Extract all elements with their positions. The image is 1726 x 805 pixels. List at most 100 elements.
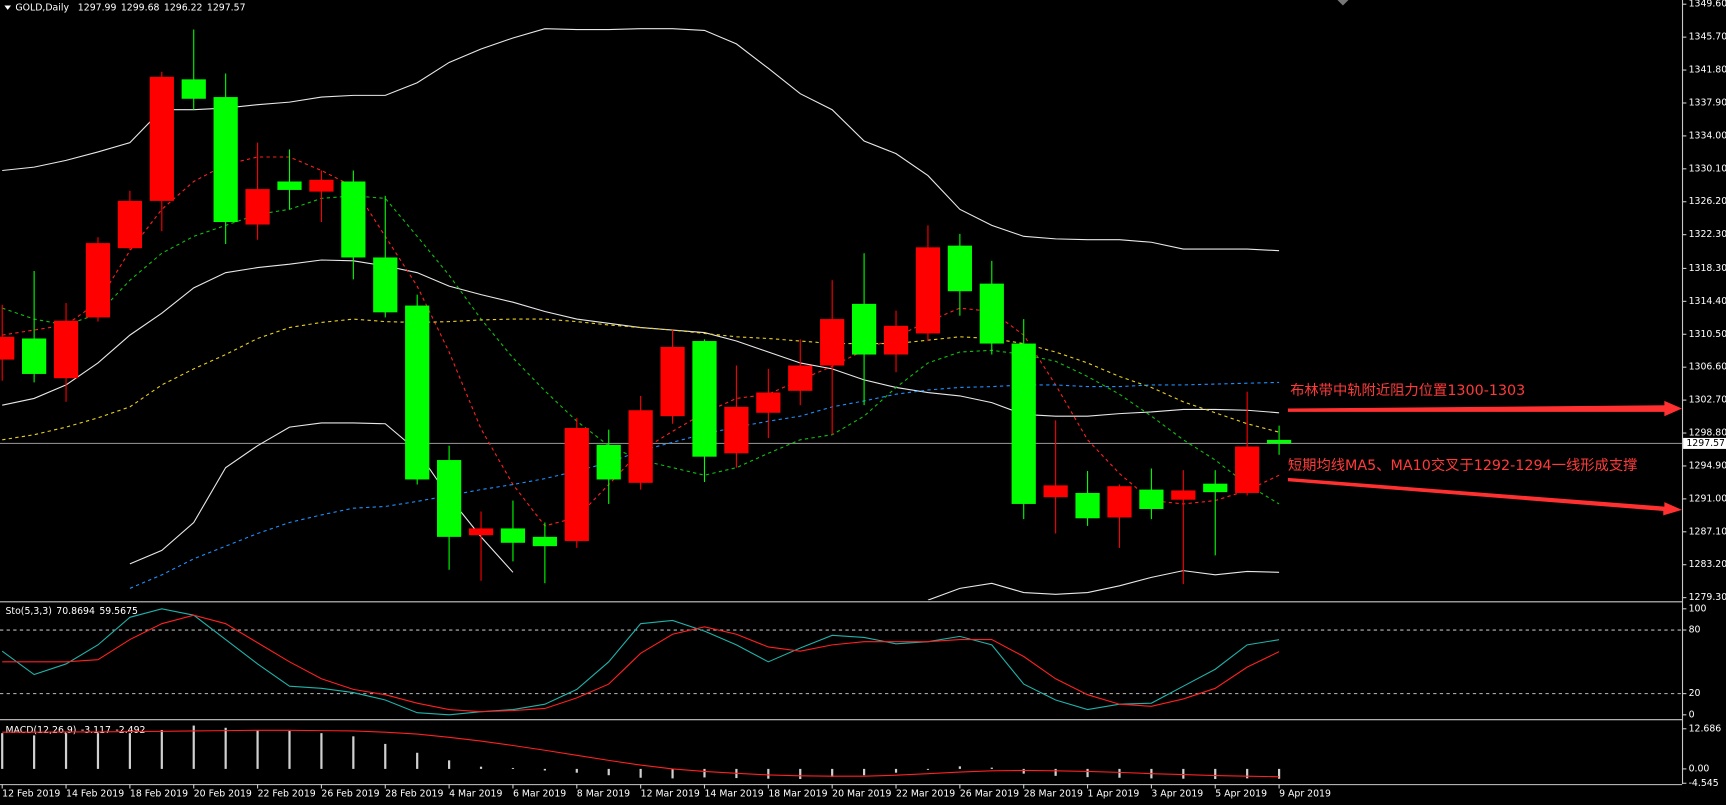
y-tick-label: 0 — [1689, 709, 1695, 720]
menu-arrow — [4, 5, 12, 10]
candle-body — [1171, 490, 1196, 500]
macd-bar — [575, 768, 578, 773]
macd-bar — [352, 736, 355, 769]
y-tick-label: 1322.30 — [1689, 229, 1726, 240]
candle-body — [692, 341, 717, 457]
macd-bar — [33, 735, 36, 769]
y-tick-label: 20 — [1689, 688, 1701, 699]
candle-body — [341, 181, 366, 258]
macd-bar — [767, 768, 770, 779]
macd-name: MACD(12,26,9) — [6, 725, 77, 736]
macd-bar — [958, 766, 961, 769]
header-low: 1296.22 — [164, 2, 203, 13]
scroll-marker — [1337, 0, 1349, 6]
macd-bar — [96, 733, 100, 769]
symbol: GOLD,Daily — [15, 2, 69, 13]
macd-signal: -2.492 — [115, 725, 145, 736]
candle-body — [405, 305, 430, 480]
macd-header: MACD(12,26,9) -3.117 -2.492 — [6, 725, 146, 736]
stoch-header: Sto(5,3,3) 70.8694 59.5675 — [6, 606, 139, 617]
current-price-label: 1297.57 — [1686, 438, 1725, 449]
y-tick-label: 1345.70 — [1689, 32, 1726, 43]
candle-body — [0, 336, 15, 360]
candle-body — [149, 76, 174, 201]
y-tick-label: 1306.60 — [1689, 362, 1726, 373]
x-tick-label: 26 Mar 2019 — [960, 788, 1019, 799]
indicator-line — [2, 729, 1280, 778]
stoch-signal: 59.5675 — [99, 606, 138, 617]
candle-body — [660, 346, 685, 417]
x-tick-label: 12 Feb 2019 — [2, 788, 60, 799]
x-tick-label: 22 Feb 2019 — [258, 788, 316, 799]
x-tick-label: 28 Feb 2019 — [385, 788, 443, 799]
candle-body — [788, 365, 813, 391]
candle-body — [468, 528, 494, 536]
candle-body — [22, 338, 47, 374]
x-tick-label: 20 Feb 2019 — [194, 788, 252, 799]
x-tick-label: 9 Apr 2019 — [1279, 788, 1331, 799]
macd-bar — [1118, 768, 1121, 778]
macd-bar — [448, 760, 451, 769]
candle-body — [947, 245, 972, 292]
x-tick-label: 26 Feb 2019 — [321, 788, 379, 799]
candle-body — [213, 97, 238, 223]
candle-body — [437, 460, 462, 537]
candle-body — [1235, 446, 1260, 493]
macd-bar — [1182, 768, 1185, 779]
candle-body — [915, 247, 941, 334]
x-tick-label: 22 Mar 2019 — [896, 788, 955, 799]
candle-body — [117, 200, 142, 249]
macd-bar — [607, 768, 610, 776]
candle-body — [53, 320, 79, 379]
x-tick-label: 18 Mar 2019 — [768, 788, 827, 799]
candle-body — [85, 243, 111, 318]
y-tick-label: 0.00 — [1689, 763, 1710, 774]
annotation: 短期均线MA5、MA10交叉于1292-1294一线形成支撑 — [1288, 456, 1638, 474]
candle-body — [883, 325, 909, 355]
candle-body — [979, 283, 1004, 344]
candle-body — [756, 392, 781, 413]
x-tick-label: 14 Mar 2019 — [704, 788, 763, 799]
indicator-line — [2, 195, 1280, 505]
y-tick-label: 1279.30 — [1689, 592, 1726, 603]
x-tick-label: 5 Apr 2019 — [1215, 788, 1267, 799]
y-tick-label: 1334.00 — [1689, 130, 1726, 141]
candle-body — [628, 410, 653, 483]
x-tick-label: 4 Mar 2019 — [449, 788, 502, 799]
x-tick-label: 12 Mar 2019 — [641, 788, 700, 799]
candle-body — [500, 528, 526, 543]
stoch-main: 70.8694 — [56, 606, 95, 617]
annotation: 布林带中轨附近阻力位置1300-1303 — [1290, 382, 1525, 399]
y-tick-label: 1298.80 — [1689, 428, 1726, 439]
x-tick-label: 1 Apr 2019 — [1088, 788, 1140, 799]
header-high: 1299.68 — [121, 2, 160, 13]
macd-bar — [384, 743, 387, 769]
macd-bar — [64, 733, 68, 769]
macd-bar — [1, 733, 4, 769]
candle-body — [596, 444, 621, 480]
y-tick-label: 1310.50 — [1689, 329, 1726, 340]
macd-bar — [320, 733, 323, 769]
indicator-line — [129, 381, 1280, 589]
macd-bar — [831, 768, 834, 777]
candle-body — [1203, 483, 1228, 493]
macd-bar — [511, 767, 515, 769]
candle-body — [181, 79, 206, 99]
macd-bar — [1022, 768, 1025, 774]
macd-bar — [1214, 768, 1217, 780]
y-tick-label: 1283.20 — [1689, 559, 1726, 570]
macd-bar — [926, 768, 930, 770]
candle-body — [1266, 439, 1292, 444]
macd-bar — [1086, 768, 1089, 778]
y-tick-label: 1330.10 — [1689, 163, 1726, 174]
candle-body — [309, 179, 334, 192]
macd-bar — [703, 768, 706, 778]
y-tick-label: 12.686 — [1689, 723, 1722, 734]
chart-header: GOLD,Daily 1297.99 1299.68 1296.22 1297.57 — [15, 2, 245, 13]
macd-main: -3.117 — [81, 725, 111, 736]
macd-bar — [479, 766, 483, 769]
macd-bar — [894, 768, 898, 773]
